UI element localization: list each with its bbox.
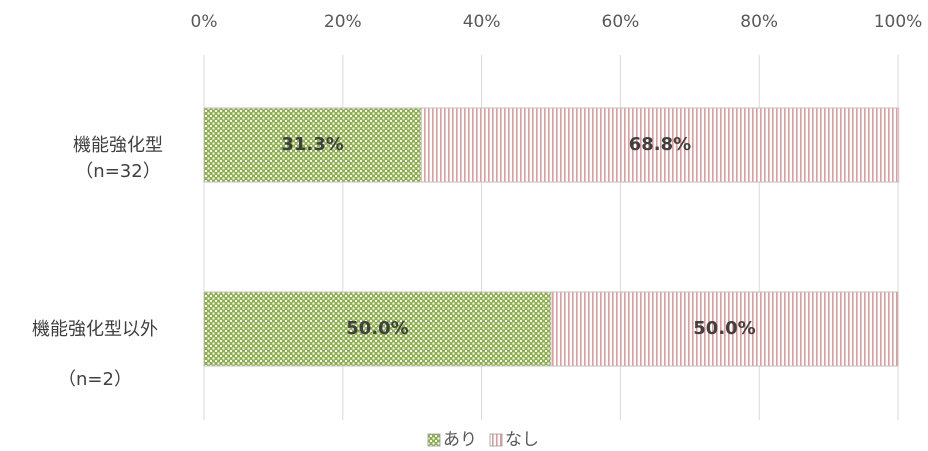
bar-segment <box>203 291 552 367</box>
legend-label: あり <box>443 430 477 450</box>
legend-swatch <box>489 433 503 447</box>
value-label: 31.3% <box>281 134 343 155</box>
bar-segment <box>203 107 422 183</box>
x-tick-label: 60% <box>602 12 640 32</box>
value-label: 68.8% <box>629 134 691 155</box>
category-label: （n=2） <box>58 369 132 390</box>
bar-segment <box>550 291 899 367</box>
x-tick-label: 80% <box>740 12 778 32</box>
category-label: 機能強化型 <box>73 135 163 156</box>
category-label: 機能強化型以外 <box>32 319 158 340</box>
bar-segment <box>420 107 900 183</box>
x-tick-label: 20% <box>324 12 362 32</box>
x-tick-label: 0% <box>191 12 218 32</box>
value-label: 50.0% <box>346 318 408 339</box>
category-label: （n=32） <box>75 161 160 182</box>
legend-swatch <box>427 433 441 447</box>
x-tick-label: 40% <box>463 12 501 32</box>
value-label: 50.0% <box>693 318 755 339</box>
legend-label: なし <box>505 430 539 450</box>
x-tick-label: 100% <box>874 12 923 32</box>
